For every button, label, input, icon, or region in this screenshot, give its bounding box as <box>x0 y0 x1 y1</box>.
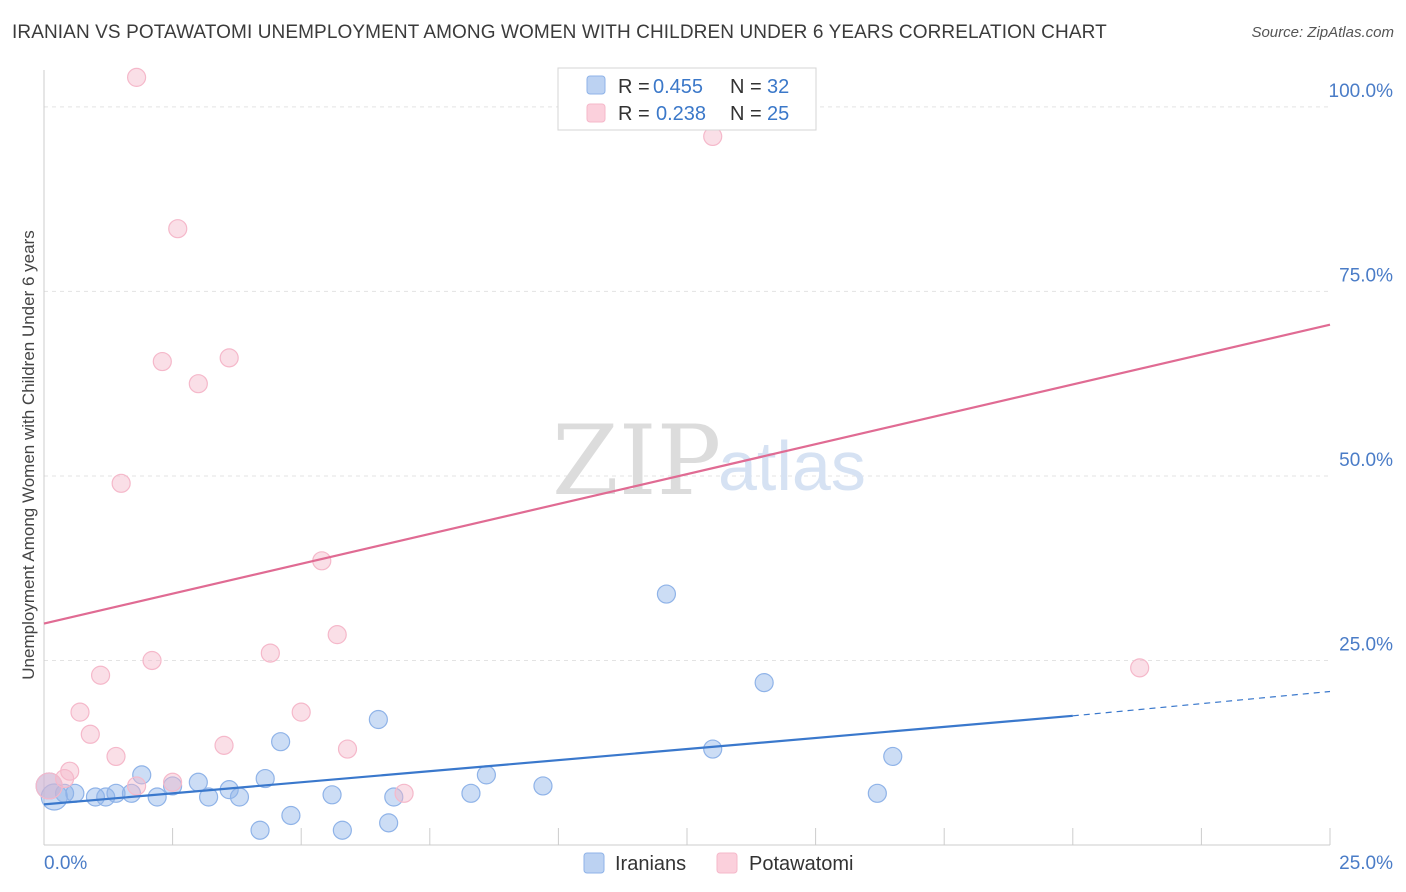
iranians-point <box>332 820 352 840</box>
potawatomi-point <box>126 776 147 796</box>
potawatomi-point <box>1130 658 1150 678</box>
legend-n-label-1: N = <box>730 76 762 98</box>
iranians-point <box>255 768 275 789</box>
iranians-point <box>85 787 106 807</box>
bottom-legend-swatch-potawatomi <box>716 852 738 874</box>
legend-n-label-2: N = <box>730 103 762 125</box>
iranians-point <box>96 787 116 807</box>
trend-lines <box>43 323 1331 806</box>
potawatomi-point <box>394 783 414 803</box>
potawatomi-point <box>219 348 239 368</box>
iranians-point <box>476 765 496 785</box>
potawatomi-point <box>327 625 347 645</box>
iranians-point <box>867 783 887 803</box>
x-tick-label-max: 25.0% <box>1339 853 1393 874</box>
iranians-point <box>656 584 677 604</box>
iranians-point <box>322 785 342 805</box>
legend-n-value-1: 32 <box>767 76 789 98</box>
iranians-point <box>461 783 481 803</box>
y-ticks: 25.0% 50.0% 75.0% 100.0% <box>1329 81 1394 656</box>
y-axis-label: Unemployment Among Women with Children U… <box>19 230 38 679</box>
iranians-point <box>703 739 723 759</box>
iranians-point <box>368 709 388 730</box>
iranians-point <box>250 820 270 840</box>
y-tick-label: 75.0% <box>1339 265 1393 286</box>
bottom-legend-swatch-iranians <box>583 852 605 874</box>
x-tick-label-min: 0.0% <box>44 853 87 874</box>
potawatomi-point <box>337 739 358 759</box>
x-ticks: 0.0% 25.0% <box>43 828 1393 874</box>
potawatomi-point <box>111 473 131 493</box>
legend-r-value-2: 0.238 <box>656 103 706 125</box>
iranians-point <box>533 776 553 796</box>
source-label: Source: ZipAtlas.com <box>1251 24 1394 41</box>
legend-r-value-1: 0.455 <box>653 76 703 98</box>
potawatomi-point <box>163 772 183 792</box>
potawatomi-point <box>291 702 311 722</box>
series-potawatomi-points <box>35 67 1150 803</box>
iranians-point <box>199 787 219 807</box>
iranians-point <box>883 746 903 767</box>
grid-lines <box>44 106 1330 661</box>
iranians-point <box>754 673 774 693</box>
watermark: ZIP atlas <box>552 405 866 517</box>
iranians-trend-line <box>43 714 1073 806</box>
iranians-point <box>281 805 301 826</box>
potawatomi-trend-line <box>43 323 1331 625</box>
legend-n-value-2: 25 <box>767 103 789 125</box>
bottom-legend-label-potawatomi: Potawatomi <box>749 853 854 875</box>
potawatomi-point <box>142 650 162 671</box>
potawatomi-point <box>106 746 126 767</box>
potawatomi-point <box>70 702 90 722</box>
potawatomi-point <box>260 643 280 663</box>
iranians-point <box>379 813 399 833</box>
potawatomi-point <box>60 761 80 781</box>
bottom-legend: Iranians Potawatomi <box>583 852 854 875</box>
potawatomi-point <box>188 374 208 394</box>
series-iranians-points <box>35 584 903 840</box>
legend-r-label-2: R = <box>618 103 650 125</box>
iranians-point <box>147 787 167 807</box>
potawatomi-point <box>80 724 100 744</box>
potawatomi-point <box>126 67 147 87</box>
y-tick-label: 50.0% <box>1339 450 1393 471</box>
potawatomi-point <box>168 219 188 239</box>
legend-swatch-potawatomi <box>586 103 606 123</box>
iranians-point <box>229 787 250 807</box>
chart-title: IRANIAN VS POTAWATOMI UNEMPLOYMENT AMONG… <box>12 22 1107 43</box>
iranians-point <box>384 787 404 807</box>
watermark-atlas: atlas <box>718 427 866 505</box>
iranians-point <box>271 732 291 752</box>
y-tick-label: 100.0% <box>1329 81 1394 102</box>
potawatomi-point <box>152 351 172 372</box>
y-tick-label: 25.0% <box>1339 634 1393 655</box>
legend-r-label-1: R = <box>618 76 650 98</box>
potawatomi-point <box>214 735 234 755</box>
bottom-legend-label-iranians: Iranians <box>615 853 686 875</box>
iranians-trend-extension <box>1072 690 1331 717</box>
legend-swatch-iranians <box>586 75 606 95</box>
iranians-point <box>132 765 152 785</box>
legend-box: R = 0.455 N = 32 R = 0.238 N = 25 <box>557 67 817 131</box>
potawatomi-point <box>90 665 111 685</box>
